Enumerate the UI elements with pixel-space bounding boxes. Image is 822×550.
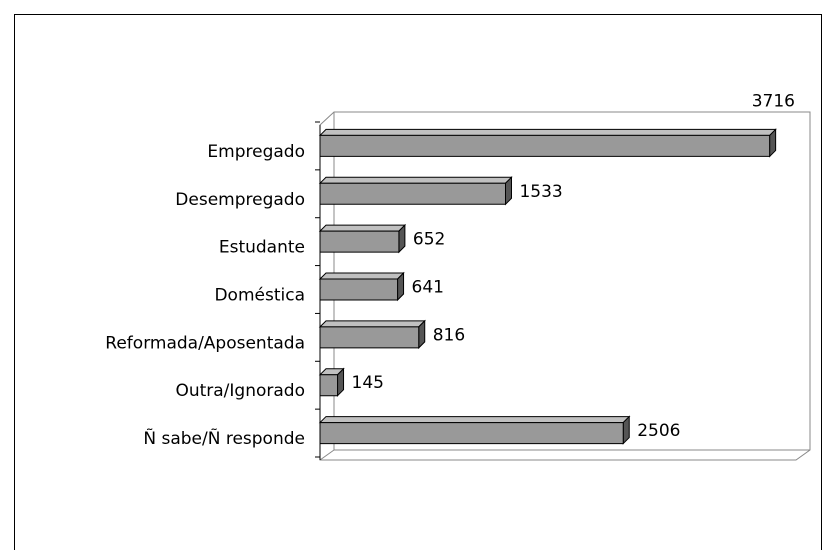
y-tick-label: Outra/Ignorado xyxy=(175,381,305,401)
bar xyxy=(318,223,407,254)
data-label: 641 xyxy=(412,278,444,298)
bar-front xyxy=(319,374,339,397)
data-label: 145 xyxy=(352,373,384,393)
chart-border xyxy=(14,14,822,550)
y-tick-label: Empregado xyxy=(207,142,305,162)
bar-top xyxy=(318,416,631,424)
bar-top xyxy=(318,272,405,280)
y-tick-label: Reformada/Aposentada xyxy=(105,333,305,353)
bar-front xyxy=(319,278,399,301)
bar-front xyxy=(319,422,624,445)
bar xyxy=(318,271,405,302)
bar-front xyxy=(319,230,400,253)
bar-top xyxy=(318,224,407,232)
bar xyxy=(318,319,426,350)
data-label: 2506 xyxy=(637,421,680,441)
bar-front xyxy=(319,134,771,157)
bar xyxy=(318,415,631,445)
data-label: 1533 xyxy=(519,182,562,202)
bar-top xyxy=(318,176,513,184)
bar xyxy=(318,176,513,206)
data-label: 652 xyxy=(413,230,445,250)
y-tick-label: Ñ sabe/Ñ responde xyxy=(143,427,305,449)
data-label: 816 xyxy=(433,325,465,345)
bar-front xyxy=(319,326,420,349)
y-tick-label: Doméstica xyxy=(214,286,305,306)
y-tick-label: Desempregado xyxy=(175,190,305,210)
bar-top xyxy=(318,320,426,328)
y-tick-label: Estudante xyxy=(219,238,305,258)
floor-side-edge xyxy=(319,449,335,461)
bar-front xyxy=(319,182,506,205)
data-label: 3716 xyxy=(752,91,795,111)
bar xyxy=(318,128,777,158)
bar-top xyxy=(318,128,777,136)
bar xyxy=(318,367,345,397)
